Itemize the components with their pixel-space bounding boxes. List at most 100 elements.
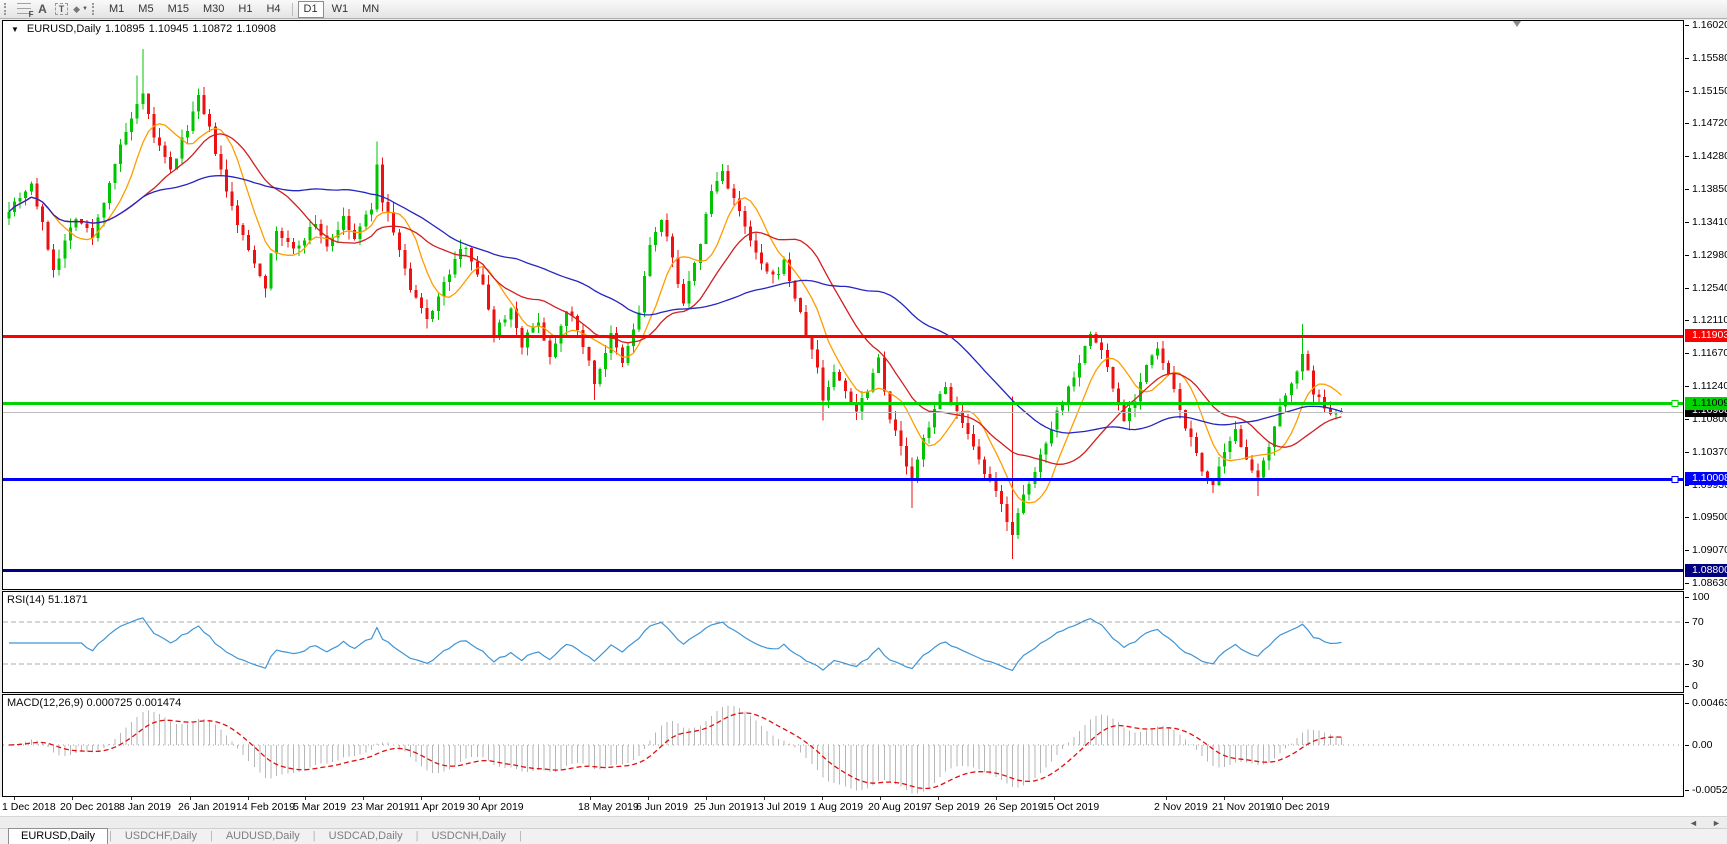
date-tick [648,797,649,800]
date-tick [1054,797,1055,800]
date-tick [190,797,191,800]
hline-price-badge: 1.08800 [1685,563,1727,577]
tab-usdcad-daily[interactable]: USDCAD,Daily [328,830,403,842]
date-tick [822,797,823,800]
macd-canvas[interactable] [3,695,1683,796]
date-tick [1166,797,1167,800]
timeframe-w1[interactable]: W1 [331,2,349,15]
date-label: 20 Aug 2019 [868,801,927,813]
date-label: 10 Dec 2019 [1270,801,1330,813]
price-tick: 1.13850 [1685,183,1727,195]
toolbar-grip[interactable] [4,3,9,15]
scroll-right-icon[interactable]: ► [1712,818,1721,828]
date-tick [248,797,249,800]
scroll-left-icon[interactable]: ◄ [1689,818,1698,828]
toolbar: F A T ◆ ▼ M1 M5 M15 M30 H1 H4 D1 W1 MN [0,0,1727,19]
date-tick [764,797,765,800]
date-tick [1282,797,1283,800]
ohlc-low: 1.10872 [192,23,233,35]
tab-usdcnh-daily[interactable]: USDCNH,Daily [431,830,507,842]
hline-price-badge: 1.11903 [1685,329,1727,343]
price-tick: 1.11670 [1684,347,1727,359]
date-label: 20 Dec 2018 [60,801,120,813]
timeframe-m30[interactable]: M30 [202,2,225,15]
symbol-title: EURUSD,Daily [26,23,101,35]
date-label: 18 May 2019 [578,801,639,813]
text-icon: A [38,2,47,16]
rsi-pane[interactable]: RSI(14) 51.1871 [2,591,1684,693]
date-label: 2 Nov 2019 [1154,801,1208,813]
price-tick: 1.12110 [1684,314,1727,326]
timeframe-h1[interactable]: H1 [238,2,253,15]
date-axis[interactable]: 1 Dec 2018 20 Dec 2018 8 Jan 2019 26 Jan 20… [0,797,1727,816]
date-tick [938,797,939,800]
price-chart-pane[interactable]: ▼ EURUSD,Daily 1.10895 1.10945 1.10872 1.1090… [2,20,1684,590]
timeframe-m15[interactable]: M15 [167,2,189,15]
date-tick [479,797,480,800]
timeframe-m1[interactable]: M1 [109,2,125,15]
ohlc-close: 1.10908 [236,23,276,35]
timeframe-d1[interactable]: D1 [297,0,324,18]
macd-tick: 0.00463 [1685,697,1727,709]
price-tick: 1.12540 [1685,282,1727,294]
date-label: 8 Jan 2019 [119,801,171,813]
date-tick [880,797,881,800]
date-label: 14 Feb 2019 [236,801,295,813]
price-scale[interactable]: 1.16020 1.15580 1.15150 1.14720 1.14280 1.138… [1684,19,1727,797]
arrows-icon: ◆ [73,3,80,14]
date-label: 6 Jun 2019 [636,801,688,813]
rsi-tick: 0 [1685,680,1698,692]
price-tick: 1.09500 [1685,511,1727,523]
toolbar-grip-2[interactable] [92,3,97,15]
date-label: 23 Mar 2019 [351,801,410,813]
macd-pane[interactable]: MACD(12,26,9) 0.000725 0.001474 [2,694,1684,797]
tab-audusd-daily[interactable]: AUDUSD,Daily [225,830,300,842]
chart-scrollbar[interactable]: ◄ ► [0,816,1727,829]
date-label: 1 Dec 2018 [2,801,56,813]
chart-tab-bar: EURUSD,Daily | USDCHF,Daily | AUDUSD,Daily | U… [0,828,1727,844]
date-tick [590,797,591,800]
candlestick-canvas[interactable] [3,21,1683,589]
macd-label: MACD(12,26,9) 0.000725 0.001474 [7,697,182,709]
rsi-tick: 30 [1685,658,1704,670]
date-tick [72,797,73,800]
arrows-tool-button[interactable]: ◆ ▼ [72,1,89,17]
date-tick [1224,797,1225,800]
date-label: 11 Apr 2019 [409,801,465,813]
ohlc-high: 1.10945 [148,23,189,35]
date-tick [421,797,422,800]
chart-shift-marker[interactable] [1513,21,1521,27]
price-tick: 1.14720 [1685,117,1727,129]
price-tick: 1.10370 [1685,446,1727,458]
text-label-tool-button[interactable]: T [53,1,70,17]
tab-divider: | [209,830,213,842]
price-tick: 1.12980 [1685,249,1727,261]
price-tick: 1.08630 [1685,577,1727,589]
price-tick: 1.09070 [1685,544,1727,556]
toolbar-separator [291,2,293,16]
date-label: 30 Apr 2019 [467,801,524,813]
tab-eurusd-daily[interactable]: EURUSD,Daily [8,828,108,844]
price-tick: 1.16020 [1685,19,1727,31]
tab-divider: | [312,830,316,842]
date-tick [363,797,364,800]
tab-divider: | [519,830,522,842]
date-label: 7 Sep 2019 [926,801,980,813]
price-tick: 1.11240 [1684,380,1727,392]
fibonacci-tool-button[interactable]: F [15,1,34,19]
tab-divider: | [415,830,419,842]
date-tick [131,797,132,800]
text-tool-button[interactable]: A [34,1,51,17]
date-label: 26 Sep 2019 [984,801,1044,813]
tab-divider: | [108,830,112,842]
price-tick: 1.14280 [1685,150,1727,162]
symbol-dropdown-icon[interactable]: ▼ [11,25,19,34]
timeframe-mn[interactable]: MN [362,2,380,15]
rsi-canvas[interactable] [3,592,1683,692]
tab-usdchf-daily[interactable]: USDCHF,Daily [124,830,197,842]
date-label: 25 Jun 2019 [694,801,752,813]
date-tick [996,797,997,800]
timeframe-h4[interactable]: H4 [266,2,281,15]
text-label-icon: T [54,3,69,15]
timeframe-m5[interactable]: M5 [138,2,154,15]
